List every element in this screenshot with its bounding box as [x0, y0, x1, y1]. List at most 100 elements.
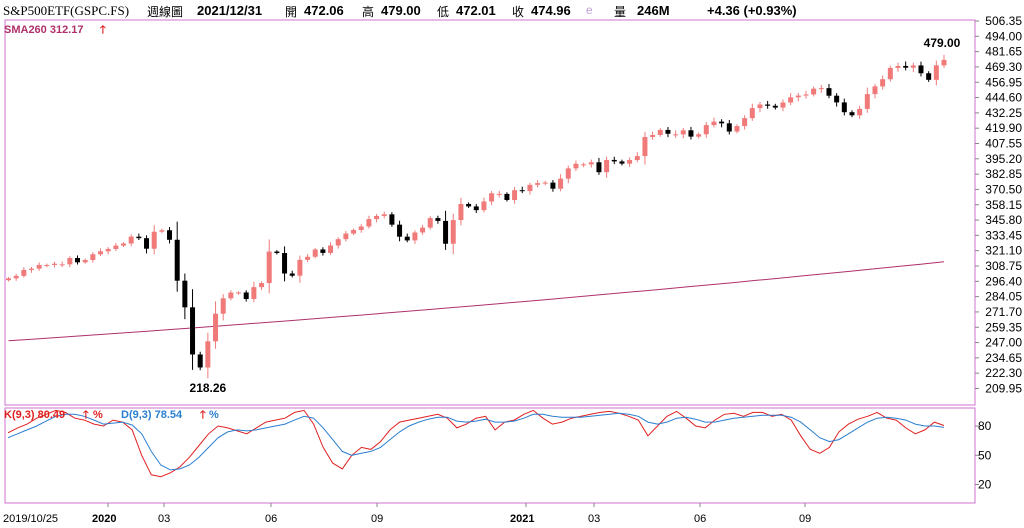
price-tick-label: 456.95	[985, 75, 1022, 89]
candle-body	[52, 263, 58, 265]
candle-body	[910, 65, 916, 68]
candle-body	[941, 59, 947, 66]
time-tick-label: 03	[158, 513, 170, 525]
price-tick-label: 506.35	[985, 14, 1022, 28]
close-label: 收	[512, 5, 525, 19]
candle-body	[213, 313, 219, 342]
candle-body	[795, 95, 801, 98]
symbol-name[interactable]: S&P500ETF(GSPC.FS)	[3, 3, 130, 18]
candle-body	[634, 156, 640, 161]
candle-body	[734, 126, 740, 132]
candle-body	[151, 231, 157, 249]
price-tick-label: 358.15	[985, 198, 1022, 212]
candle-body	[788, 97, 794, 103]
candle-body	[236, 292, 242, 294]
kd-tick-label: 80	[978, 419, 992, 433]
candle-body	[688, 130, 694, 137]
candle-body	[67, 258, 73, 265]
candle-body	[880, 79, 886, 87]
candle-body	[673, 134, 679, 136]
candle-body	[381, 214, 387, 216]
candle-body	[550, 182, 556, 189]
time-tick-label: 09	[799, 513, 811, 525]
candle-body	[358, 226, 364, 230]
time-tick-label: 09	[371, 513, 383, 525]
candle-body	[826, 88, 832, 96]
candle-body	[887, 67, 893, 80]
candle-body	[542, 182, 548, 184]
candle-body	[82, 259, 88, 263]
candle-body	[374, 215, 380, 220]
price-tick-label: 432.25	[985, 106, 1022, 120]
candle-body	[619, 161, 625, 164]
candle-body	[489, 193, 495, 202]
candle-body	[282, 253, 288, 274]
sma-up-arrow: 🡑	[100, 24, 106, 36]
price-tick-label: 271.70	[985, 305, 1022, 319]
d-label: D(9,3) 78.54	[121, 409, 183, 421]
candle-body	[75, 258, 81, 263]
candle-body	[328, 245, 334, 253]
candle-body	[627, 160, 633, 164]
candle-body	[581, 164, 587, 166]
candle-body	[711, 121, 717, 126]
candle-body	[98, 251, 104, 255]
price-tick-label: 284.05	[985, 290, 1022, 304]
candle-body	[274, 251, 280, 254]
volume-label: 量	[614, 5, 627, 19]
candle-body	[182, 280, 188, 308]
candle-body	[220, 298, 226, 314]
candle-body	[473, 206, 479, 211]
estimate-flag: e	[586, 3, 593, 17]
price-tick-label: 494.00	[985, 29, 1022, 43]
candle-body	[926, 73, 932, 80]
sma260-polyline	[8, 261, 945, 342]
quote-date: 2021/12/31	[197, 3, 263, 18]
candle-body	[496, 193, 502, 195]
candle-body	[228, 292, 234, 299]
candle-body	[427, 218, 433, 228]
candle-body	[558, 178, 564, 189]
period-label[interactable]: 週線圖	[147, 5, 184, 19]
candle-body	[611, 159, 617, 162]
low-value: 472.01	[456, 3, 496, 18]
candle-body	[864, 94, 870, 109]
open-value: 472.06	[304, 3, 344, 18]
candle-body	[604, 159, 610, 173]
candle-body	[903, 65, 909, 68]
candle-body	[450, 220, 456, 244]
time-tick-label: 03	[588, 513, 600, 525]
candle-body	[197, 354, 203, 368]
price-tick-label: 469.30	[985, 60, 1022, 74]
price-tick-label: 333.45	[985, 228, 1022, 242]
price-tick-label: 419.90	[985, 121, 1022, 135]
candle-body	[565, 168, 571, 179]
candle-body	[527, 184, 533, 192]
candle-body	[780, 102, 786, 108]
price-tick-label: 259.35	[985, 320, 1022, 334]
main-frame-border	[4, 19, 976, 406]
candle-body	[504, 193, 510, 200]
candle-body	[312, 249, 318, 257]
time-tick-label: 2020	[92, 513, 116, 525]
candle-body	[190, 307, 196, 355]
low-annotation: 218.26	[190, 381, 227, 395]
candle-body	[642, 136, 648, 157]
candle-body	[59, 264, 65, 266]
candle-body	[174, 239, 180, 281]
quote-header: S&P500ETF(GSPC.FS) 週線圖 2021/12/31 開 472.…	[0, 0, 1024, 19]
time-tick-label: 06	[265, 513, 277, 525]
d-up-arrow: 🡑	[200, 409, 206, 421]
candle-body	[573, 163, 579, 169]
candle-body	[458, 203, 464, 221]
candle-body	[849, 112, 855, 116]
candle-body	[665, 129, 671, 134]
candle-body	[895, 65, 901, 68]
candlestick-series	[6, 54, 947, 379]
candle-body	[803, 94, 809, 96]
kd-legend: K(9,3) 80.49 🡑 % D(9,3) 78.54 🡑 %	[4, 409, 219, 421]
candle-body	[343, 233, 349, 240]
candle-body	[351, 229, 357, 234]
candle-body	[749, 108, 755, 119]
